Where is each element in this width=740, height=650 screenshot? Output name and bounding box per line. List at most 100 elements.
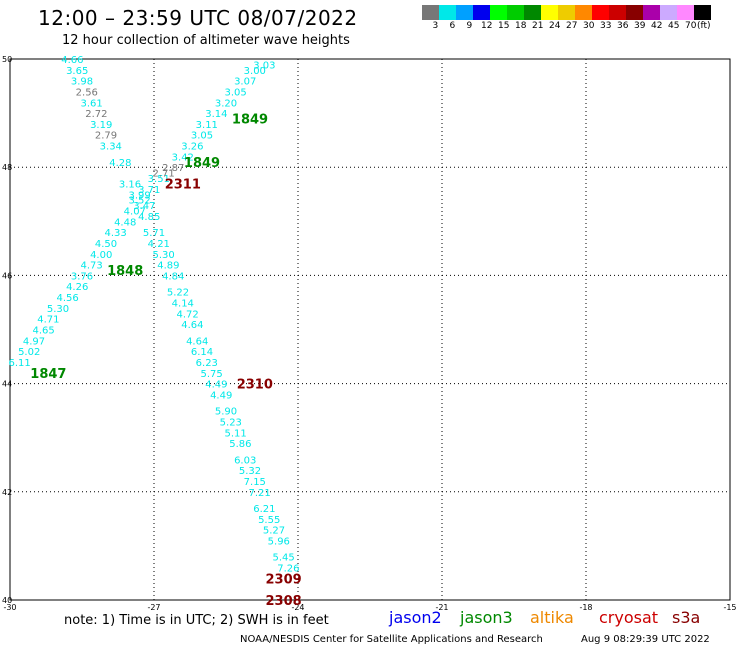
wave-height-value: 6.23 — [196, 358, 218, 369]
map-frame — [9, 58, 731, 601]
wave-height-value: 2.71 — [152, 169, 174, 180]
wave-height-value: 4.97 — [23, 336, 45, 347]
wave-height-value: 4.21 — [148, 239, 170, 250]
wave-height-value: 4.65 — [32, 326, 54, 337]
wave-height-value: 7.21 — [248, 488, 270, 499]
colorbar-label: 12 — [481, 21, 493, 31]
pass-time-label: 2309 — [266, 572, 302, 587]
longitude-tick-label: -24 — [291, 603, 304, 612]
satellite-legend-jason2: jason2 — [389, 608, 442, 627]
wave-height-value: 2.72 — [85, 109, 107, 120]
wave-height-value: 4.72 — [176, 309, 198, 320]
wave-height-value: 3.26 — [181, 142, 203, 153]
wave-height-value: 7.15 — [244, 477, 266, 488]
wave-height-value: 4.48 — [114, 217, 136, 228]
wave-height-value: 3.52 — [128, 196, 150, 207]
track-values: 6.115.024.974.654.715.304.564.263.764.73… — [8, 55, 299, 575]
wave-height-value: 4.07 — [124, 206, 146, 217]
pass-time-labels: 1847 1848 1849 1849 2311 2310 2309 2308 — [30, 113, 301, 609]
colorbar-swatch — [626, 5, 643, 20]
latitude-tick-label: 48 — [2, 163, 12, 172]
wave-height-value: 4.89 — [157, 261, 179, 272]
satellite-legend-jason3: jason3 — [460, 608, 513, 627]
wave-height-value: 3.34 — [100, 142, 122, 153]
wave-height-value: 4.85 — [138, 212, 160, 223]
colorbar-label: 15 — [498, 21, 510, 31]
colorbar-swatch — [660, 5, 677, 20]
wave-height-value: 4.71 — [37, 315, 59, 326]
footer-timestamp: Aug 9 08:29:39 UTC 2022 — [581, 634, 710, 645]
latitude-tick-label: 42 — [2, 488, 12, 497]
wave-height-value: 4.84 — [162, 271, 184, 282]
wave-height-value: 3.14 — [205, 109, 227, 120]
wave-height-value: 4.28 — [109, 158, 131, 169]
pass-time-label: 1849 — [184, 156, 220, 171]
map-tick-labels: -30 -27 -24 -21 -18 -15 40 42 44 46 48 50 — [2, 55, 737, 612]
wave-height-value: 4.56 — [56, 293, 78, 304]
wave-height-value: 2.79 — [95, 131, 117, 142]
wave-height-value: 3.00 — [244, 66, 266, 77]
latitude-tick-label: 46 — [2, 271, 12, 280]
colorbar-swatch — [422, 5, 439, 20]
wave-height-value: 6.11 — [8, 358, 30, 369]
colorbar-label: 36 — [617, 21, 629, 31]
wave-height-value: 5.23 — [220, 417, 242, 428]
colorbar-labels: 3 6 9 12 15 18 21 24 27 30 33 36 39 42 45 70 (ft) — [422, 21, 740, 33]
map-subtitle: 12 hour collection of altimeter wave hei… — [62, 33, 350, 48]
colorbar-swatch — [694, 5, 711, 20]
colorbar-swatch — [541, 5, 558, 20]
wave-height-value: 6.14 — [191, 347, 213, 358]
colorbar-swatch — [524, 5, 541, 20]
wave-height-value: 5.30 — [47, 304, 69, 315]
wave-height-value: 3.16 — [119, 179, 141, 190]
longitude-tick-label: -18 — [579, 603, 592, 612]
colorbar-label: 6 — [449, 21, 456, 31]
colorbar-swatch — [643, 5, 660, 20]
wave-height-value: 5.30 — [152, 250, 174, 261]
wave-height-value: 4.49 — [210, 390, 232, 401]
wave-height-value: 3.65 — [66, 66, 88, 77]
map-title: 12:00 – 23:59 UTC 08/07/2022 — [38, 6, 358, 30]
colorbar-swatch — [558, 5, 575, 20]
wave-height-value: 5.27 — [263, 526, 285, 537]
wave-height-value: 5.22 — [167, 288, 189, 299]
wave-height-value: 3.03 — [253, 60, 275, 71]
colorbar-swatch — [609, 5, 626, 20]
colorbar-label: 27 — [566, 21, 578, 31]
colorbar-label: 39 — [634, 21, 646, 31]
wave-height-value: 3.19 — [90, 120, 112, 131]
wave-height-value: 5.71 — [143, 228, 165, 239]
footer-note: note: 1) Time is in UTC; 2) SWH is in fe… — [64, 613, 329, 628]
colorbar-label: 42 — [651, 21, 663, 31]
longitude-tick-label: -27 — [147, 603, 160, 612]
satellite-legend-altika: altika — [530, 608, 574, 627]
wave-height-value: 2.87 — [162, 163, 184, 174]
wave-height-value: 4.64 — [186, 336, 208, 347]
wave-height-value: 5.02 — [18, 347, 40, 358]
wave-height-value: 3.05 — [191, 131, 213, 142]
wave-height-value: 4.33 — [104, 228, 126, 239]
colorbar-label: 18 — [515, 21, 527, 31]
colorbar-label: 30 — [583, 21, 595, 31]
pass-time-label: 1849 — [232, 113, 268, 128]
satellite-legend-s3a: s3a — [672, 608, 701, 627]
wave-height-value: 5.90 — [215, 407, 237, 418]
wave-height-value: 4.26 — [66, 282, 88, 293]
colorbar-label: 70 — [685, 21, 697, 31]
wave-height-value: 3.99 — [128, 190, 150, 201]
wave-height-value: 4.73 — [80, 261, 102, 272]
pass-time-label: 2311 — [165, 177, 201, 192]
wave-height-value: 5.96 — [268, 536, 290, 547]
longitude-tick-label: -21 — [435, 603, 448, 612]
latitude-tick-label: 40 — [2, 596, 12, 605]
wave-height-value: 3.51 — [148, 174, 170, 185]
map-gridlines — [10, 59, 730, 600]
wave-height-value: 3.05 — [224, 87, 246, 98]
wave-height-value: 4.00 — [90, 250, 112, 261]
wave-height-value: 5.32 — [239, 466, 261, 477]
wave-height-value: 3.07 — [234, 77, 256, 88]
pass-time-label: 2308 — [266, 594, 302, 609]
colorbar-swatch — [490, 5, 507, 20]
colorbar-swatch — [439, 5, 456, 20]
wave-height-value: 4.50 — [95, 239, 117, 250]
